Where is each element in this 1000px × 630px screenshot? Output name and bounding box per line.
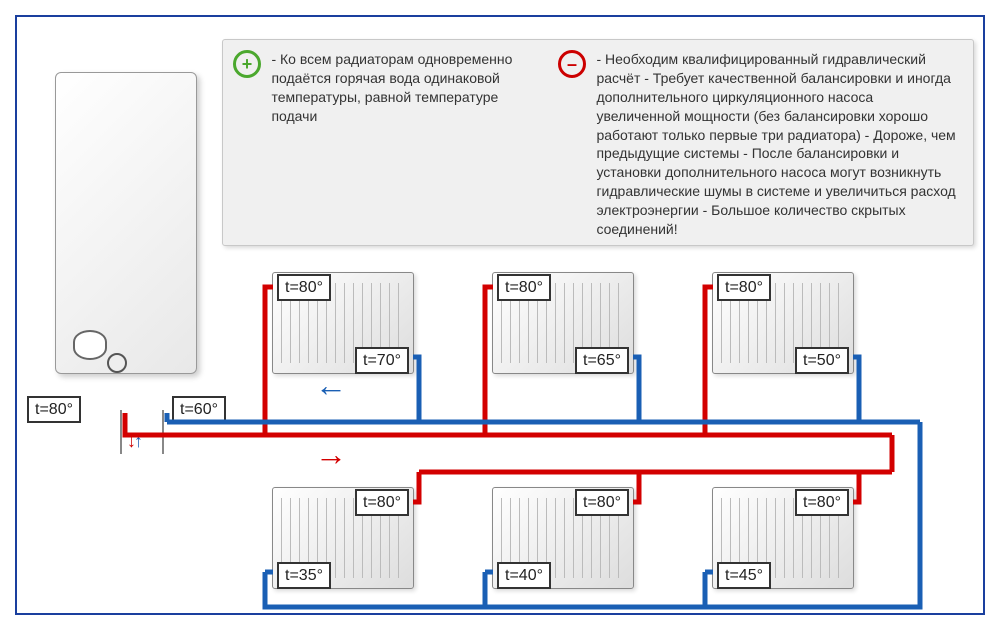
boiler-flow-icon: ↓↑: [127, 432, 141, 450]
rad-top-2-out: t=65°: [575, 347, 629, 374]
rad-bot-2-out: t=40°: [497, 562, 551, 589]
boiler: ↓↑: [55, 72, 195, 412]
info-box: + - Ко всем радиаторам одновременно пода…: [222, 39, 974, 246]
rad-bot-1-out: t=35°: [277, 562, 331, 589]
diagram-frame: + - Ко всем радиаторам одновременно пода…: [15, 15, 985, 615]
rad-top-3-out: t=50°: [795, 347, 849, 374]
boiler-display: [73, 330, 107, 360]
cons-text: - Необходим квалифицированный гидравличе…: [596, 50, 956, 239]
rad-top-1-out: t=70°: [355, 347, 409, 374]
pros-text: - Ко всем радиаторам одновременно подаёт…: [271, 50, 546, 126]
supply-temp-label: t=80°: [27, 396, 81, 423]
boiler-knob: [107, 353, 127, 373]
pros-block: + - Ко всем радиаторам одновременно пода…: [233, 50, 548, 126]
rad-bot-2-in: t=80°: [575, 489, 629, 516]
rad-top-2-in: t=80°: [497, 274, 551, 301]
flow-arrow-supply-icon: →: [315, 438, 347, 470]
rad-top-3-in: t=80°: [717, 274, 771, 301]
rad-bot-3-out: t=45°: [717, 562, 771, 589]
rad-top-1-in: t=80°: [277, 274, 331, 301]
rad-bot-3-in: t=80°: [795, 489, 849, 516]
plus-icon: +: [233, 50, 261, 78]
cons-block: – - Необходим квалифицированный гидравли…: [558, 50, 958, 239]
return-temp-label: t=60°: [172, 396, 226, 423]
minus-icon: –: [558, 50, 586, 78]
boiler-body: [55, 72, 197, 374]
rad-bot-1-in: t=80°: [355, 489, 409, 516]
flow-arrow-return-icon: ←: [315, 369, 347, 401]
